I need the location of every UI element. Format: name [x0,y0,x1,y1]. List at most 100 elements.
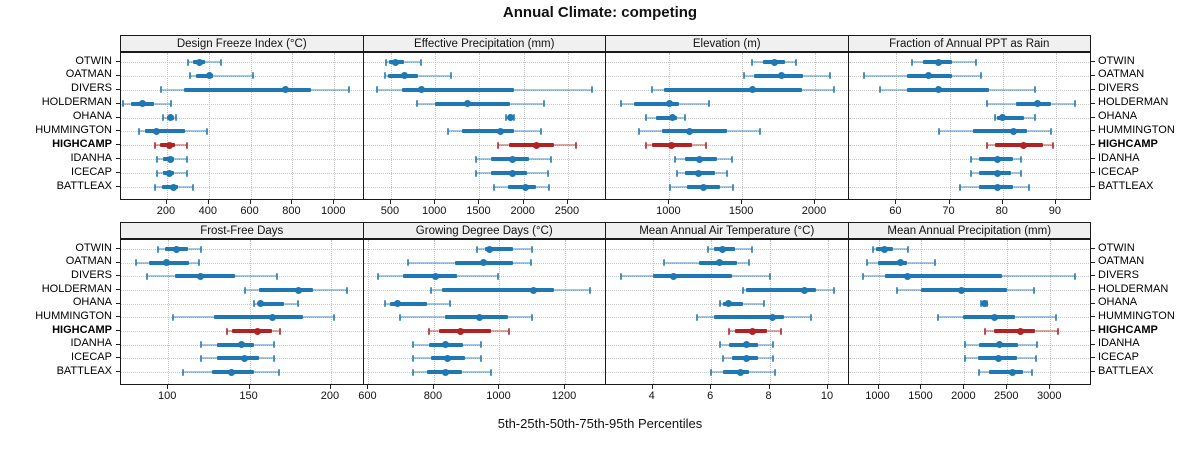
interquartile-bar [662,129,727,134]
whisker-cap [650,86,653,94]
interquartile-bar [438,329,492,333]
whisker-cap [428,327,431,335]
gridline-horizontal [606,290,848,291]
gridline-horizontal [121,117,363,119]
median-dot [748,86,756,94]
whisker-cap [863,72,866,80]
whisker-cap [333,313,336,321]
y-tick [116,74,120,76]
gridline-horizontal [848,187,1091,188]
whisker-cap [771,354,774,362]
x-tick [1001,200,1003,204]
gridline-vertical [334,53,336,199]
whisker-cap [547,183,550,191]
whisker-cap [865,259,868,267]
y-tick [116,158,120,160]
gridline-vertical [896,53,898,199]
panel-plot-area [605,52,849,200]
whisker-cap [181,368,184,376]
interquartile-bar [714,315,785,320]
interquartile-bar [442,288,554,292]
median-dot [801,286,809,294]
interquartile-bar [183,87,312,92]
whisker-cap [172,313,175,321]
panel-plot-area [605,239,849,385]
gridline-vertical [499,240,501,384]
whisker-cap [398,313,401,321]
whisker-cap [963,341,966,349]
median-dot [668,141,676,149]
site-label-right: ICECAP [1098,350,1139,363]
site-label-left: HUMMINGTON [35,123,112,136]
whisker-cap [748,259,751,267]
panel-plot-area [120,239,364,385]
gridline-vertical [1002,53,1004,199]
percentile-whisker [384,74,452,77]
x-tick-label: 100 [158,390,177,402]
panel-strip: Growing Degree Days (°C) [362,222,606,239]
gridline-vertical [878,240,880,384]
whisker-cap [496,272,499,280]
gridline-horizontal [848,75,1091,77]
gridline-horizontal [848,62,1091,63]
median-dot [990,313,998,321]
panel-strip: Elevation (m) [605,35,849,52]
whisker-cap [1052,141,1055,149]
gridline-horizontal [121,62,363,63]
panel-strip: Frost-Free Days [120,222,364,239]
site-label-left: IDANHA [70,337,112,350]
gridline-horizontal [363,187,606,188]
whisker-cap [975,58,978,66]
interquartile-bar [722,370,750,374]
panel-strip: Mean Annual Air Temperature (°C) [605,222,849,239]
interquartile-bar [484,247,513,251]
whisker-cap [751,58,754,66]
median-dot [736,368,744,376]
y-tick [1091,357,1095,359]
x-tick [827,385,829,389]
whisker-cap [862,272,865,280]
x-tick-label: 2000 [951,390,976,402]
site-label-left: HIGHCAMP [52,137,112,150]
whisker-cap [980,300,983,308]
panel-plot-area [362,52,606,200]
median-dot [957,286,965,294]
y-tick [1091,275,1095,277]
whisker-cap [529,259,532,267]
whisker-cap [676,169,679,177]
gridline-vertical [1055,53,1057,199]
gridline-vertical [711,240,713,384]
whisker-cap [768,272,771,280]
whisker-cap [771,341,774,349]
y-tick [1091,116,1095,118]
whisker-cap [539,127,542,135]
gridline-horizontal [606,331,848,332]
x-tick [207,200,209,204]
x-tick [434,200,436,204]
median-dot [195,58,203,66]
median-dot [665,100,673,108]
y-tick [116,275,120,277]
gridline-vertical [769,240,771,384]
median-dot [172,245,180,253]
whisker-cap [276,272,279,280]
whisker-cap [1036,341,1039,349]
site-label-left: HOLDERMAN [41,96,112,109]
gridline-horizontal [363,159,606,161]
median-dot [508,169,516,177]
whisker-cap [279,327,282,335]
median-dot [533,141,541,149]
x-tick [522,200,524,204]
whisker-cap [157,245,160,253]
whisker-cap [969,169,972,177]
median-dot [392,58,400,66]
whisker-cap [645,141,648,149]
x-tick [741,200,743,204]
gridline-horizontal [121,262,363,264]
y-tick [116,186,120,187]
median-dot [530,286,538,294]
whisker-cap [911,58,914,66]
whisker-cap [505,114,508,122]
x-tick-label: 1500 [728,205,754,217]
gridline-horizontal [606,145,848,147]
